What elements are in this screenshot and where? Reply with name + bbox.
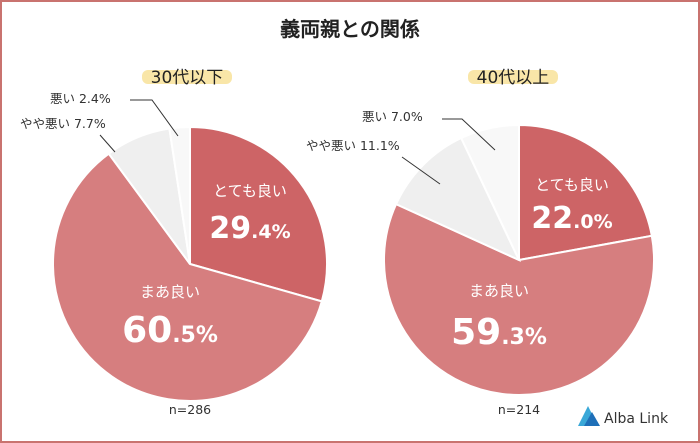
outside-label-somewhat-bad-right: やや悪い 11.1% [306, 138, 400, 153]
group-label-right: 40代以上 [477, 68, 550, 88]
group-label-left: 30代以下 [151, 68, 224, 88]
slice-label-right-0: とても良い [535, 176, 609, 194]
slice-value-left-1: 60.5% [122, 310, 218, 351]
pie-chart-right: とても良い 22.0% まあ良い 59.3% [383, 123, 655, 396]
outside-label-bad-left: 悪い 2.4% [50, 91, 111, 106]
group-label-highlight-right [468, 70, 558, 84]
pie-slice-right-0 [518, 123, 653, 262]
slice-value-left-0: 29.4% [209, 211, 290, 246]
outside-label-somewhat-bad-left: やや悪い 7.7% [20, 116, 106, 131]
pie-slice-right-2 [394, 136, 522, 263]
alba-link-logo: Alba Link [578, 406, 669, 427]
outside-label-bad-right: 悪い 7.0% [362, 109, 423, 124]
sample-size-right: n=214 [498, 402, 540, 417]
chart-title: 義両親との関係 [280, 17, 420, 41]
pie-slice-right-1 [383, 202, 655, 396]
leader-line-somewhat-bad-right [401, 156, 441, 185]
pie-slice-right-3 [459, 123, 520, 261]
pie-slice-left-0 [189, 125, 328, 303]
pie-chart-left: とても良い 29.4% まあ良い 60.5% [52, 125, 328, 402]
leader-line-bad-left [130, 99, 179, 137]
slice-value-right-1: 59.3% [451, 312, 547, 353]
slice-label-right-1: まあ良い [469, 282, 529, 300]
pie-slice-left-3 [168, 125, 191, 265]
pie-slice-left-1 [52, 152, 324, 402]
sample-size-left: n=286 [169, 402, 211, 417]
leader-line-somewhat-bad-left [99, 134, 116, 153]
slice-label-left-0: とても良い [213, 182, 287, 200]
slice-value-right-0: 22.0% [531, 201, 612, 236]
slice-label-left-1: まあ良い [140, 283, 200, 301]
logo-text: Alba Link [604, 411, 669, 427]
logo-triangle-inner-icon [584, 412, 600, 426]
leader-line-bad-right [442, 118, 496, 151]
group-label-highlight-left [142, 70, 232, 84]
